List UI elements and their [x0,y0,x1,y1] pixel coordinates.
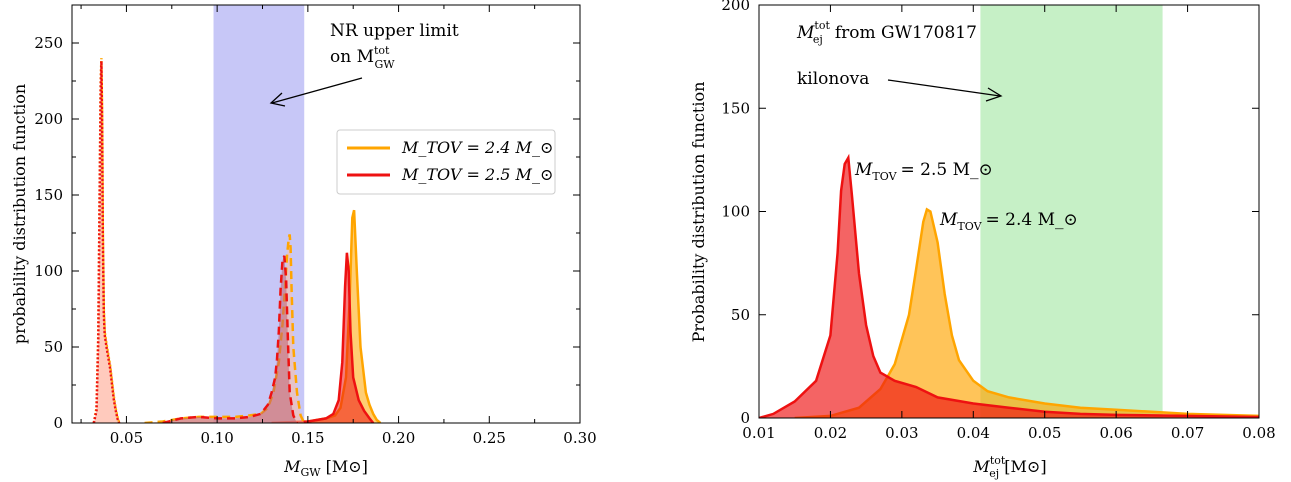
y-tick-label: 150 [34,186,63,204]
left-x-axis-label: MGW [M⊙] [283,457,368,479]
right-x-axis-label: Mtot ej [M⊙] [972,454,1046,480]
y-tick-label: 50 [44,338,63,356]
left-chart: 0.05 0.10 0.15 0.20 0.25 0.30050100150200250 … [10,4,597,479]
series-line-5 [92,61,121,423]
right-shaded-band [980,5,1163,418]
left-annotation-line2: on Mtot GW [330,44,395,71]
series-area-0 [794,209,1259,418]
legend-label-2p5: M_TOV = 2.5 M_⊙ [401,165,553,184]
series-line-3 [162,255,299,423]
x-tick-label: 0.25 [473,429,506,447]
x-tick-label: 0.20 [382,429,415,447]
series-line-1 [759,153,1259,418]
right-label-2p5: MTOV = 2.5 M_⊙ [854,160,993,183]
series-area-1 [759,157,1259,418]
y-tick-label: 0 [740,409,750,427]
series-area-1 [271,252,374,423]
x-tick-label: 0.05 [1028,424,1061,442]
left-legend: M_TOV = 2.4 M_⊙ M_TOV = 2.5 M_⊙ [336,129,556,195]
series-area-3 [162,255,297,423]
x-tick-label: 0.04 [957,424,990,442]
left-plot-frame [71,4,581,424]
y-tick-label: 200 [721,0,750,14]
x-tick-label: 0.07 [1171,424,1204,442]
x-tick-label: 0.10 [200,429,233,447]
x-tick-label: 0.02 [814,424,847,442]
y-tick-label: 0 [53,414,63,432]
y-tick-label: 100 [721,203,750,221]
left-annotation-arrow [269,77,363,107]
series-line-1 [271,252,375,423]
x-tick-label: 0.03 [885,424,918,442]
left-axes-ticks: 0.05 0.10 0.15 0.20 0.25 0.30 0 50 100 150 200 250 [34,5,597,447]
legend-label-2p4: M_TOV = 2.4 M_⊙ [401,138,553,157]
right-annotation-arrow [887,79,1003,102]
y-tick-label: 150 [721,99,750,117]
right-annotation-line1: Mtot ej from GW170817 [796,19,977,46]
left-annotation-line1: NR upper limit [330,21,459,41]
right-series-group [759,153,1259,418]
y-tick-label: 100 [34,262,63,280]
right-y-axis-label: Probability distribution function [689,82,708,343]
legend-box [336,129,556,195]
y-tick-label: 250 [34,34,63,52]
x-tick-label: 0.30 [563,429,596,447]
right-label-2p4: MTOV = 2.4 M_⊙ [939,210,1078,233]
x-tick-label: 0.01 [742,424,775,442]
series-area-5 [93,61,120,423]
x-tick-label: 0.05 [110,429,143,447]
x-tick-label: 0.08 [1242,424,1275,442]
x-tick-label: 0.15 [291,429,324,447]
x-tick-label: 0.06 [1099,424,1132,442]
right-chart: 0.01 0.02 0.03 0.04 0.05 0.06 0.07 0.08 0 50 100 15… [689,0,1276,480]
series-line-0 [794,207,1259,418]
series-line-2 [144,234,306,423]
right-axes-ticks: 0.01 0.02 0.03 0.04 0.05 0.06 0.07 0.08 0 50 100 15… [721,0,1275,442]
left-series-group [92,58,382,423]
right-annotation-line2: kilonova [797,69,869,89]
y-tick-label: 50 [731,306,750,324]
y-tick-label: 200 [34,110,63,128]
left-y-axis-label: probability distribution function [10,84,29,344]
